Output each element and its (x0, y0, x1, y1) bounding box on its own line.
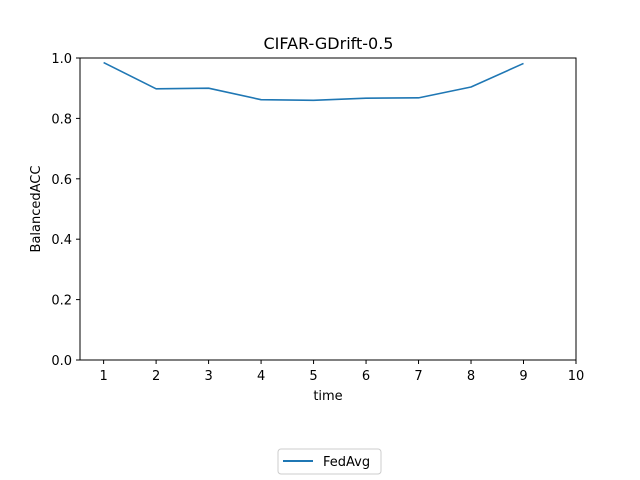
y-axis-label: BalancedACC (29, 166, 44, 253)
y-tick-label: 0.8 (51, 112, 72, 127)
legend-frame (277, 448, 382, 475)
x-tick-label: 3 (204, 369, 212, 384)
x-tick-label: 6 (362, 369, 370, 384)
x-tick-label: 2 (152, 369, 160, 384)
series-layer (103, 61, 524, 102)
legend-label-fedavg: FedAvg (323, 455, 370, 470)
y-tick-label: 0.2 (51, 294, 72, 309)
plot-frame (79, 57, 577, 361)
y-tick-label: 1.0 (51, 52, 72, 67)
series-line-fedavg (103, 61, 524, 102)
x-tick-label: 10 (568, 369, 585, 384)
legend: FedAvg (277, 448, 382, 475)
chart-title: CIFAR-GDrift-0.5 (264, 34, 394, 53)
x-tick-label: 5 (309, 369, 317, 384)
x-tick-label: 4 (257, 369, 265, 384)
x-tick-label: 9 (519, 369, 527, 384)
x-axis-label: time (313, 389, 342, 404)
x-tick-label: 7 (414, 369, 422, 384)
y-tick-label: 0.6 (51, 173, 72, 188)
y-tick-label: 0.4 (51, 233, 72, 248)
plot-area (79, 57, 577, 361)
y-axis: 0.0 0.2 0.4 0.6 0.8 1.0 (51, 52, 80, 369)
x-tick-label: 8 (467, 369, 475, 384)
x-axis: 1 2 3 4 5 6 7 8 9 10 (99, 360, 584, 384)
x-tick-label: 1 (99, 369, 107, 384)
y-tick-label: 0.0 (51, 354, 72, 369)
